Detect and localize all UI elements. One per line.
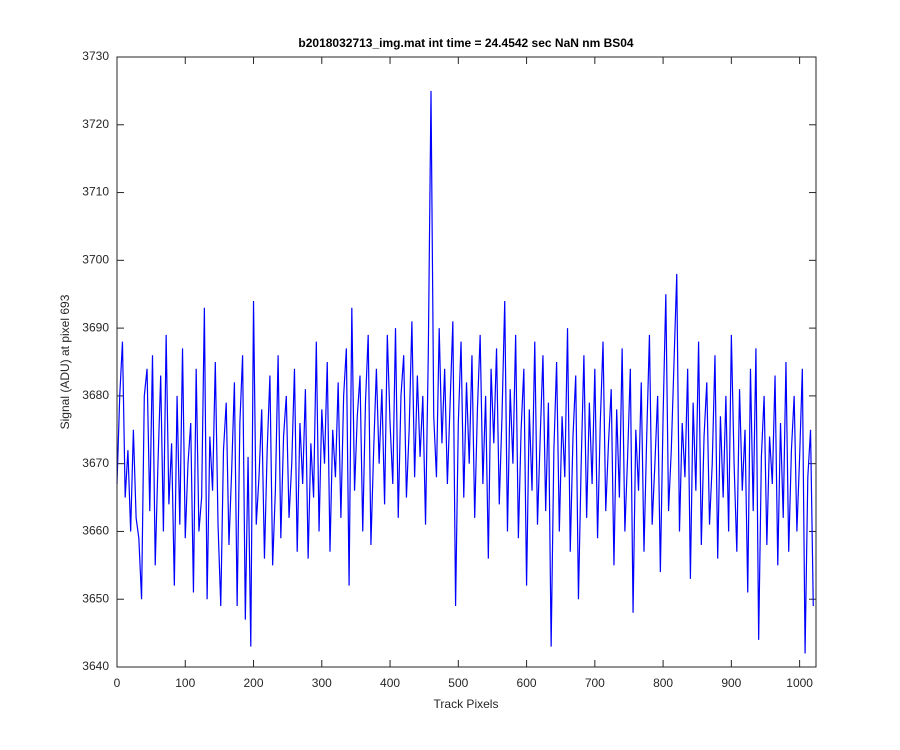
x-tick-label: 400 xyxy=(380,676,400,690)
y-tick-label: 3640 xyxy=(82,659,109,673)
x-tick-label: 100 xyxy=(175,676,195,690)
y-tick-label: 3660 xyxy=(82,524,109,538)
y-tick-label: 3670 xyxy=(82,456,109,470)
chart-title: b2018032713_img.mat int time = 24.4542 s… xyxy=(298,36,634,50)
x-tick-label: 500 xyxy=(448,676,468,690)
y-axis-label: Signal (ADU) at pixel 693 xyxy=(58,294,72,429)
y-tick-label: 3700 xyxy=(82,253,109,267)
x-tick-label: 0 xyxy=(114,676,121,690)
x-tick-label: 900 xyxy=(721,676,741,690)
plot-frame xyxy=(116,56,817,668)
y-tick-label: 3720 xyxy=(82,117,109,131)
y-tick-label: 3690 xyxy=(82,320,109,334)
x-tick-label: 600 xyxy=(517,676,537,690)
y-tick-label: 3680 xyxy=(82,388,109,402)
data-line xyxy=(116,90,814,654)
y-tick-label: 3650 xyxy=(82,591,109,605)
x-tick-label: 800 xyxy=(653,676,673,690)
x-tick-label: 200 xyxy=(244,676,264,690)
y-tick-label: 3730 xyxy=(82,49,109,63)
x-axis-label: Track Pixels xyxy=(434,697,499,711)
x-tick-label: 700 xyxy=(585,676,605,690)
x-tick-label: 300 xyxy=(312,676,332,690)
y-tick-label: 3710 xyxy=(82,185,109,199)
x-tick-label: 1000 xyxy=(786,676,813,690)
